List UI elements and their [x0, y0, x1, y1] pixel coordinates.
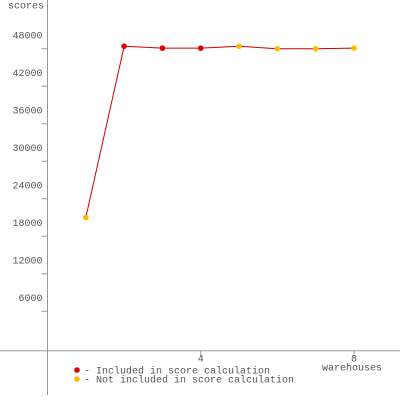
y-tick-label: 24000	[12, 181, 42, 192]
data-line	[85, 45, 355, 218]
x-axis-label: warehouses	[322, 363, 382, 375]
data-point	[236, 43, 242, 50]
y-tick-label: 36000	[12, 106, 42, 117]
y-tick-label: 30000	[12, 144, 42, 155]
legend-label: - Included in score calculation	[84, 366, 270, 378]
x-tick-label: 4	[198, 354, 204, 365]
y-tick-label: 18000	[12, 219, 42, 230]
data-point	[351, 45, 357, 51]
data-point	[159, 45, 166, 51]
y-tick-label: 42000	[12, 69, 42, 80]
x-tick-label: 8	[351, 354, 357, 365]
data-point	[312, 45, 319, 52]
y-tick-label: 12000	[12, 256, 42, 267]
legend-marker	[74, 367, 80, 373]
data-point	[197, 45, 204, 51]
legend-marker	[74, 376, 80, 382]
y-tick-label: 48000	[12, 31, 42, 42]
data-point	[83, 214, 89, 221]
legend-label: - Not included in score calculation	[84, 375, 294, 387]
data-point	[121, 43, 127, 50]
y-axis-label: scores	[8, 2, 44, 13]
y-tick-label: 6000	[18, 294, 42, 305]
data-point	[274, 45, 281, 52]
